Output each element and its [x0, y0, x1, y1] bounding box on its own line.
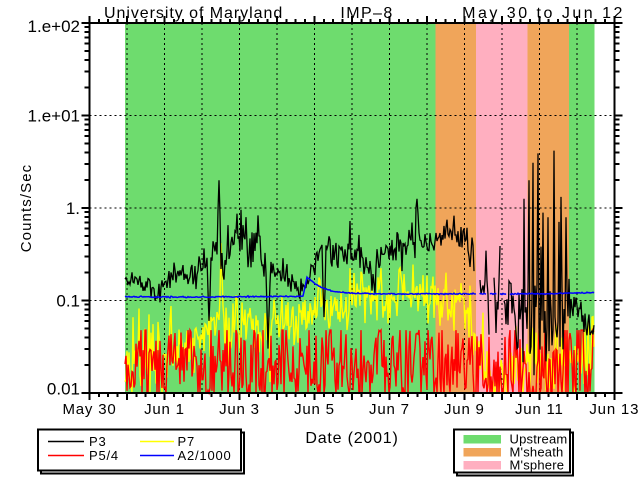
svg-text:Upstream: Upstream: [510, 432, 568, 447]
svg-text:IMP–8: IMP–8: [340, 5, 393, 22]
svg-text:University of Maryland: University of Maryland: [104, 5, 283, 22]
svg-text:Jun 5: Jun 5: [294, 401, 335, 418]
svg-text:May 30 to Jun 12: May 30 to Jun 12: [462, 5, 625, 22]
svg-text:1.e+01: 1.e+01: [28, 107, 80, 126]
svg-text:Counts/Sec: Counts/Sec: [18, 164, 35, 253]
svg-text:Jun 9: Jun 9: [444, 401, 485, 418]
svg-text:P3: P3: [89, 434, 107, 449]
svg-text:P5/4: P5/4: [89, 448, 119, 463]
svg-text:A2/1000: A2/1000: [178, 448, 232, 463]
svg-text:P7: P7: [178, 434, 196, 449]
svg-text:Jun 11: Jun 11: [515, 401, 564, 418]
svg-text:M'sheath: M'sheath: [510, 445, 564, 460]
svg-text:Date (2001): Date (2001): [305, 430, 398, 447]
svg-text:May 30: May 30: [63, 401, 117, 418]
svg-text:Jun 7: Jun 7: [369, 401, 410, 418]
svg-text:Jun 3: Jun 3: [219, 401, 260, 418]
svg-text:1.: 1.: [66, 199, 80, 218]
svg-text:Jun 1: Jun 1: [144, 401, 185, 418]
svg-text:M'sphere: M'sphere: [510, 458, 565, 473]
svg-text:Jun 13: Jun 13: [589, 401, 639, 418]
svg-text:0.1: 0.1: [56, 292, 80, 311]
svg-text:0.01: 0.01: [47, 380, 80, 399]
svg-text:1.e+02: 1.e+02: [28, 17, 80, 36]
